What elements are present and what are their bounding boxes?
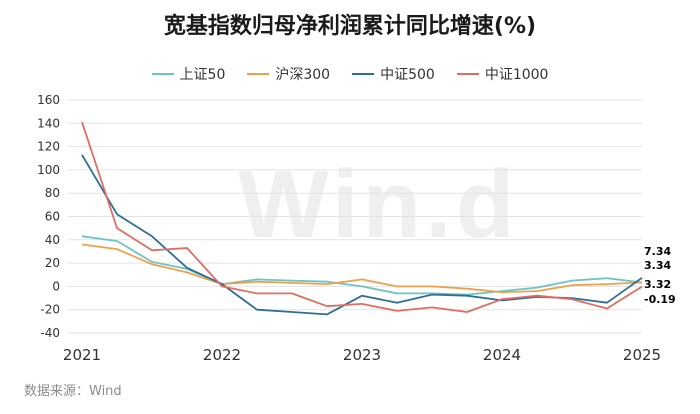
legend-swatch <box>352 73 375 75</box>
chart-title: 宽基指数归母净利润累计同比增速(%) <box>163 14 537 39</box>
y-tick-label: 20 <box>45 256 60 270</box>
legend-label: 中证1000 <box>484 67 549 83</box>
y-tick-label: 60 <box>45 210 60 224</box>
y-tick-label: 80 <box>45 186 60 200</box>
legend-item-zhongzheng1000: 中证1000 <box>456 64 549 84</box>
source-note: 数据来源：Wind <box>24 384 122 399</box>
series-line <box>81 121 643 313</box>
y-tick-label: 120 <box>37 140 60 154</box>
x-tick-label: 2025 <box>623 346 661 364</box>
x-tick-label: 2022 <box>203 346 241 364</box>
legend: 上证50 沪深300 中证500 中证1000 <box>0 64 700 84</box>
series-line <box>81 235 643 296</box>
legend-label: 中证500 <box>380 67 435 83</box>
y-tick-label: 40 <box>45 233 60 247</box>
legend-item-zhongzheng500: 中证500 <box>352 64 435 84</box>
y-tick-label: -20 <box>40 303 60 317</box>
y-tick-label: 140 <box>37 116 60 130</box>
y-tick-label: -40 <box>40 326 60 340</box>
end-value-label: 7.34 <box>644 245 671 258</box>
y-tick-label: 160 <box>37 93 60 107</box>
legend-swatch <box>151 73 174 75</box>
end-value-label: 3.34 <box>644 259 671 272</box>
legend-label: 上证50 <box>179 67 226 83</box>
legend-label: 沪深300 <box>275 67 331 83</box>
y-tick-label: 0 <box>52 279 60 293</box>
legend-swatch <box>247 73 270 75</box>
series-line <box>81 154 643 316</box>
x-tick-label: 2023 <box>343 346 381 364</box>
legend-item-hushen300: 沪深300 <box>247 64 330 84</box>
end-value-label: 3.32 <box>644 278 671 291</box>
series-line <box>81 243 643 294</box>
x-tick-label: 2024 <box>483 346 521 364</box>
legend-item-shangzheng50: 上证50 <box>151 64 226 84</box>
y-tick-label: 100 <box>37 163 60 177</box>
legend-swatch <box>456 73 479 75</box>
x-tick-label: 2021 <box>63 346 101 364</box>
end-value-label: -0.19 <box>644 293 676 306</box>
